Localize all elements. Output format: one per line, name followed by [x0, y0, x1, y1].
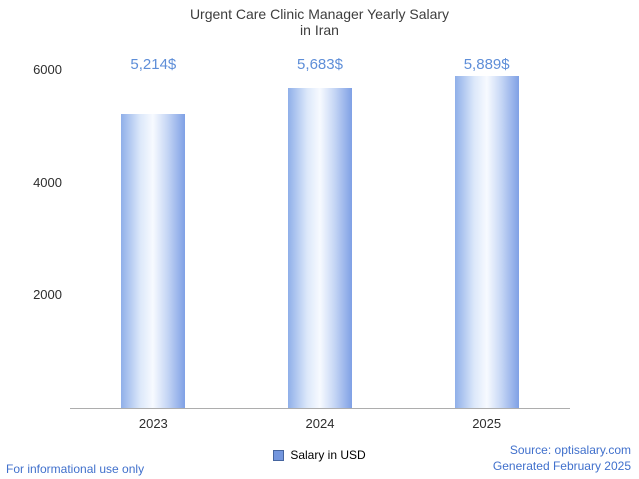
bar-value-label: 5,214$ — [130, 56, 177, 73]
bar — [121, 114, 186, 408]
bar-value-label: 5,889$ — [463, 56, 510, 73]
legend-swatch-icon — [273, 449, 285, 461]
generated-date: Generated February 2025 — [492, 459, 631, 473]
x-axis-tick-label: 2023 — [138, 416, 168, 431]
bar — [288, 88, 352, 408]
chart-title: Urgent Care Clinic Manager Yearly Salary… — [0, 6, 639, 38]
y-axis-tick-label: 6000 — [33, 62, 62, 77]
y-axis-tick-label: 2000 — [33, 287, 62, 303]
chart-title-line2: in Iran — [300, 22, 339, 38]
plot-area — [70, 70, 570, 409]
x-axis-tick-label: 2025 — [472, 416, 502, 431]
source-link[interactable]: Source: optisalary.com — [509, 443, 631, 457]
source-block: Source: optisalary.com Generated Februar… — [493, 442, 631, 474]
legend-label: Salary in USD — [290, 448, 366, 462]
y-axis-tick-label: 4000 — [33, 174, 62, 190]
chart-title-line1: Urgent Care Clinic Manager Yearly Salary — [189, 6, 450, 22]
legend: Salary in USD — [0, 448, 639, 462]
x-axis-tick-label: 2024 — [305, 416, 335, 431]
bar — [454, 76, 519, 408]
bar-value-label: 5,683$ — [297, 56, 343, 73]
disclaimer-text: For informational use only — [6, 462, 145, 476]
